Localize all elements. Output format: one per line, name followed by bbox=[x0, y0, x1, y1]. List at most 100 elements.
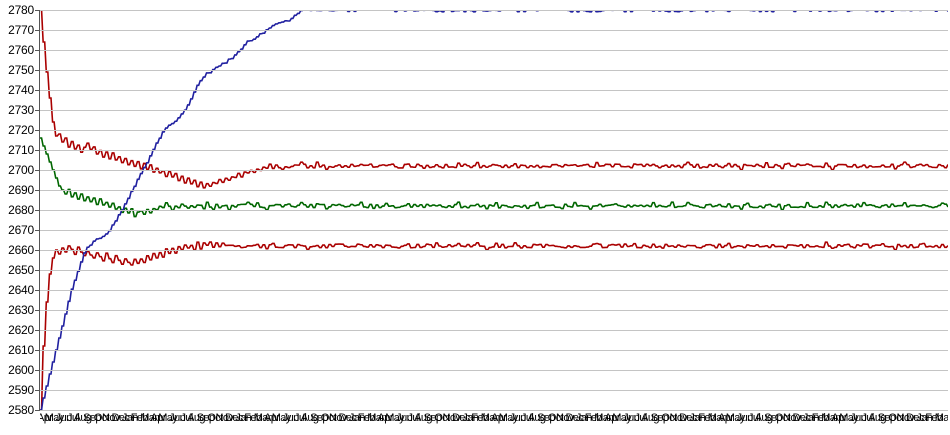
x-axis-tick-label: Jul bbox=[747, 412, 761, 424]
gridline bbox=[40, 70, 948, 71]
y-axis-tick-mark bbox=[35, 270, 40, 271]
x-axis-tick-label: Aug bbox=[868, 412, 886, 424]
x-axis-tick-label: Jun bbox=[396, 412, 413, 424]
y-axis-tick-label: 2630 bbox=[8, 303, 34, 317]
plot-area bbox=[35, 10, 948, 411]
y-axis-tick-label: 2750 bbox=[8, 63, 34, 77]
x-axis-tick-label: Apr bbox=[377, 412, 394, 424]
x-axis-tick-label: May bbox=[725, 412, 746, 424]
x-axis-tick-label: Mar bbox=[594, 412, 612, 424]
x-axis-tick-label: Sep bbox=[877, 412, 896, 424]
x-axis-tick-label: Jul bbox=[520, 412, 534, 424]
y-axis-tick-mark bbox=[35, 290, 40, 291]
gridline bbox=[40, 290, 948, 291]
y-axis-tick-mark bbox=[35, 310, 40, 311]
x-axis-tick-label: Feb bbox=[811, 412, 830, 424]
x-axis-tick-label: Nov bbox=[102, 412, 120, 424]
series-line-cumulative bbox=[40, 10, 948, 410]
y-axis-tick-label: 2730 bbox=[8, 103, 34, 117]
x-axis-tick-label: Jul bbox=[861, 412, 874, 424]
x-axis-tick-label: Dec bbox=[111, 412, 130, 424]
x-axis-tick-label: Apr bbox=[718, 412, 734, 424]
x-axis-tick-label: Aug bbox=[754, 412, 773, 424]
y-axis-tick-mark bbox=[35, 330, 40, 331]
x-axis-tick-label: Jun bbox=[282, 412, 300, 424]
gridline bbox=[40, 190, 948, 191]
x-axis-tick-label: Aug bbox=[187, 412, 205, 424]
y-axis-tick-mark bbox=[35, 170, 40, 171]
y-axis-tick-label: 2710 bbox=[8, 143, 34, 157]
gridline bbox=[40, 410, 948, 411]
x-axis-tick-label: Apr bbox=[831, 412, 848, 424]
x-axis-tick-label: Jan bbox=[916, 412, 933, 424]
y-axis-tick-label: 2600 bbox=[8, 363, 34, 377]
gridline bbox=[40, 110, 948, 111]
x-axis-tick-label: Sep bbox=[423, 412, 442, 424]
x-axis-tick-label: Aug bbox=[300, 412, 319, 424]
x-axis-tick-label: Jul bbox=[66, 412, 80, 424]
x-axis-tick-label: Feb bbox=[925, 412, 943, 424]
x-axis-tick-label: Jun bbox=[850, 412, 867, 424]
y-axis-tick-label: 2770 bbox=[8, 23, 34, 37]
x-axis-tick-label: Mar bbox=[367, 412, 385, 424]
x-axis-tick-label: Jan bbox=[121, 412, 139, 424]
y-axis-tick-label: 2700 bbox=[8, 163, 34, 177]
x-axis-tick-label: Oct bbox=[207, 412, 223, 424]
y-axis-tick-label: 2670 bbox=[8, 223, 34, 237]
x-axis-tick-label: Nov bbox=[329, 412, 347, 424]
x-axis-tick-label: Jul bbox=[180, 412, 193, 424]
x-axis-tick-label: Nov bbox=[215, 412, 234, 424]
x-axis-tick-label: Jun bbox=[55, 412, 73, 424]
x-axis-tick-label: Nov bbox=[896, 412, 915, 424]
y-axis-tick-mark bbox=[35, 350, 40, 351]
x-axis-tick-label: Aug bbox=[414, 412, 432, 424]
x-axis-tick-label: Sep bbox=[310, 412, 328, 424]
x-axis-tick-label: Oct bbox=[93, 412, 110, 424]
x-axis-tick-label: Oct bbox=[888, 412, 904, 424]
x-axis-tick-label: Jan bbox=[575, 412, 593, 424]
x-axis-tick-label: Sep bbox=[196, 412, 215, 424]
x-axis-tick-label: May bbox=[271, 412, 292, 424]
y-axis-tick-mark bbox=[35, 130, 40, 131]
gridline bbox=[40, 10, 948, 11]
x-axis-tick-label: Aug bbox=[527, 412, 546, 424]
x-axis-tick-label: Oct bbox=[547, 412, 564, 424]
gridline bbox=[40, 90, 948, 91]
x-axis-tick-label: Apr bbox=[150, 412, 167, 424]
series-line-lower-band bbox=[40, 242, 948, 410]
x-axis-tick-label: Dec bbox=[452, 412, 470, 424]
series-line-upper-band bbox=[40, 10, 948, 188]
x-axis-tick-label: Jun bbox=[623, 412, 640, 424]
x-axis-tick-label: Mar bbox=[934, 412, 948, 424]
y-axis-tick-label: 2650 bbox=[8, 263, 34, 277]
y-axis-tick-label: 2580 bbox=[8, 403, 34, 417]
x-axis-tick-label: Dec bbox=[906, 412, 924, 424]
y-axis-tick-mark bbox=[35, 370, 40, 371]
x-axis-tick-label: Mar bbox=[821, 412, 839, 424]
x-axis-tick-label: May bbox=[385, 412, 405, 424]
gridline bbox=[40, 250, 948, 251]
y-axis-tick-label: 2590 bbox=[8, 383, 34, 397]
y-axis-tick-label: 2740 bbox=[8, 83, 34, 97]
gridline bbox=[40, 30, 948, 31]
x-axis-tick-label: Feb bbox=[698, 412, 716, 424]
x-axis-tick-label: Feb bbox=[357, 412, 376, 424]
x-axis-tick-label: Jan bbox=[235, 412, 252, 424]
gridline bbox=[40, 310, 948, 311]
x-axis-tick-label: May bbox=[44, 412, 65, 424]
x-axis-tick-label: Jan bbox=[689, 412, 706, 424]
y-axis-tick-mark bbox=[35, 150, 40, 151]
x-axis-tick-label: Jan bbox=[802, 412, 820, 424]
y-axis-tick-mark bbox=[35, 230, 40, 231]
gridline bbox=[40, 230, 948, 231]
x-axis-tick-label: Jun bbox=[736, 412, 754, 424]
gridline bbox=[40, 370, 948, 371]
y-axis-tick-mark bbox=[35, 250, 40, 251]
x-axis-tick-label: Aug bbox=[73, 412, 92, 424]
x-axis-tick-label: Oct bbox=[661, 412, 677, 424]
gridline bbox=[40, 330, 948, 331]
y-axis-tick-mark bbox=[35, 30, 40, 31]
gridline bbox=[40, 390, 948, 391]
series-layer bbox=[40, 10, 948, 410]
series-line-middle-band bbox=[40, 138, 948, 217]
